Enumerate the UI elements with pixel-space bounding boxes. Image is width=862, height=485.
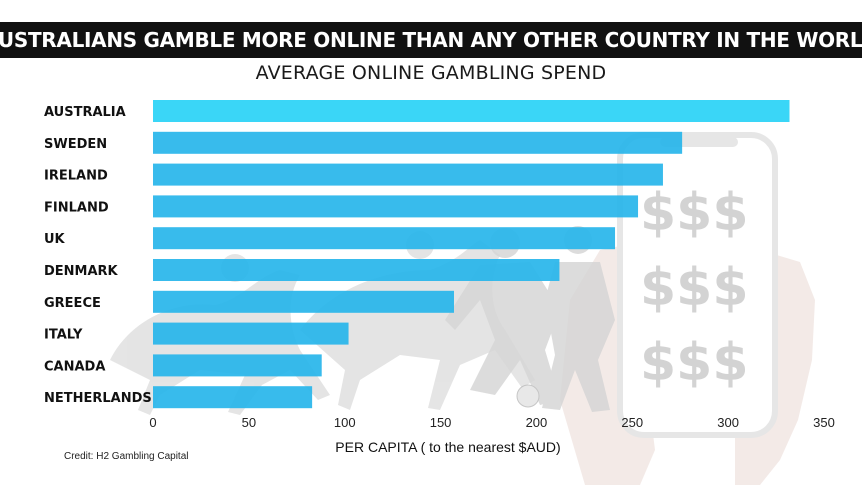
x-tick-label: 150 <box>430 415 452 430</box>
svg-text:$$$: $$$ <box>640 333 749 393</box>
x-axis-label: PER CAPITA ( to the nearest $AUD) <box>335 439 560 455</box>
headline-banner: AUSTRALIANS GAMBLE MORE ONLINE THAN ANY … <box>0 22 862 58</box>
bar <box>153 322 349 345</box>
category-label: GREECE <box>44 296 101 311</box>
bar <box>153 386 313 409</box>
category-label: SWEDEN <box>44 137 107 152</box>
bar <box>153 290 454 313</box>
headline-title: AUSTRALIANS GAMBLE MORE ONLINE THAN ANY … <box>0 28 862 52</box>
svg-text:$$$: $$$ <box>640 183 749 243</box>
category-label: AUSTRALIA <box>44 105 126 120</box>
x-tick-label: 0 <box>149 415 156 430</box>
x-tick-label: 300 <box>717 415 739 430</box>
chart-subtitle: AVERAGE ONLINE GAMBLING SPEND <box>255 62 607 84</box>
category-label: IRELAND <box>44 169 108 184</box>
bar <box>153 354 322 377</box>
bar <box>153 195 639 218</box>
category-label: NETHERLANDS <box>44 391 152 406</box>
x-tick-label: 100 <box>334 415 356 430</box>
bar <box>153 131 683 154</box>
category-label: FINLAND <box>44 200 109 215</box>
hand-holding-phone-icon <box>560 132 815 485</box>
x-tick-label: 250 <box>621 415 643 430</box>
x-tick-label: 350 <box>813 415 835 430</box>
x-tick-label: 50 <box>242 415 256 430</box>
category-label: DENMARK <box>44 264 119 279</box>
dollar-signs-icon: $$$ $$$ $$$ <box>640 183 749 393</box>
category-label: UK <box>44 232 66 247</box>
credit-line: Credit: H2 Gambling Capital <box>64 451 189 462</box>
category-label: CANADA <box>44 359 105 374</box>
category-label: ITALY <box>44 328 83 343</box>
bar <box>153 163 663 186</box>
svg-text:$$$: $$$ <box>640 258 749 318</box>
bar <box>153 227 616 250</box>
x-tick-label: 200 <box>526 415 548 430</box>
bar <box>153 100 790 122</box>
bar <box>153 259 560 281</box>
